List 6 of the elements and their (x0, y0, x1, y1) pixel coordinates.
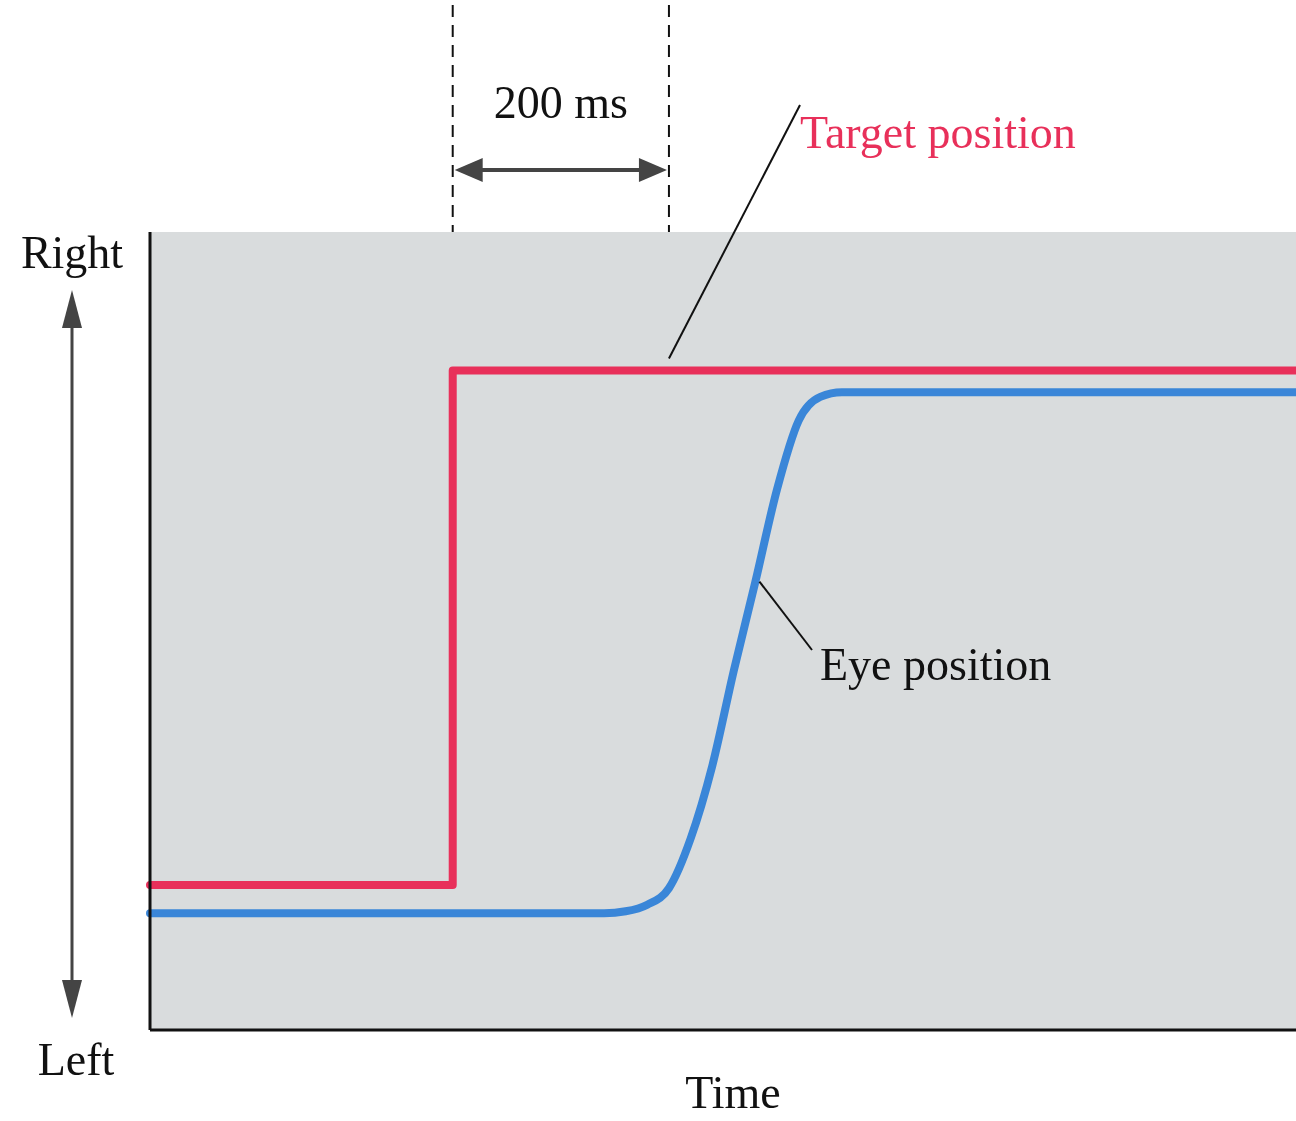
text: 200 ms (493, 77, 628, 128)
text: Target position (800, 107, 1076, 158)
x-axis-title: Time (685, 1067, 781, 1118)
text: Right (20, 227, 124, 278)
series-label: Eye position (820, 639, 1052, 690)
text: Left (37, 1034, 115, 1085)
